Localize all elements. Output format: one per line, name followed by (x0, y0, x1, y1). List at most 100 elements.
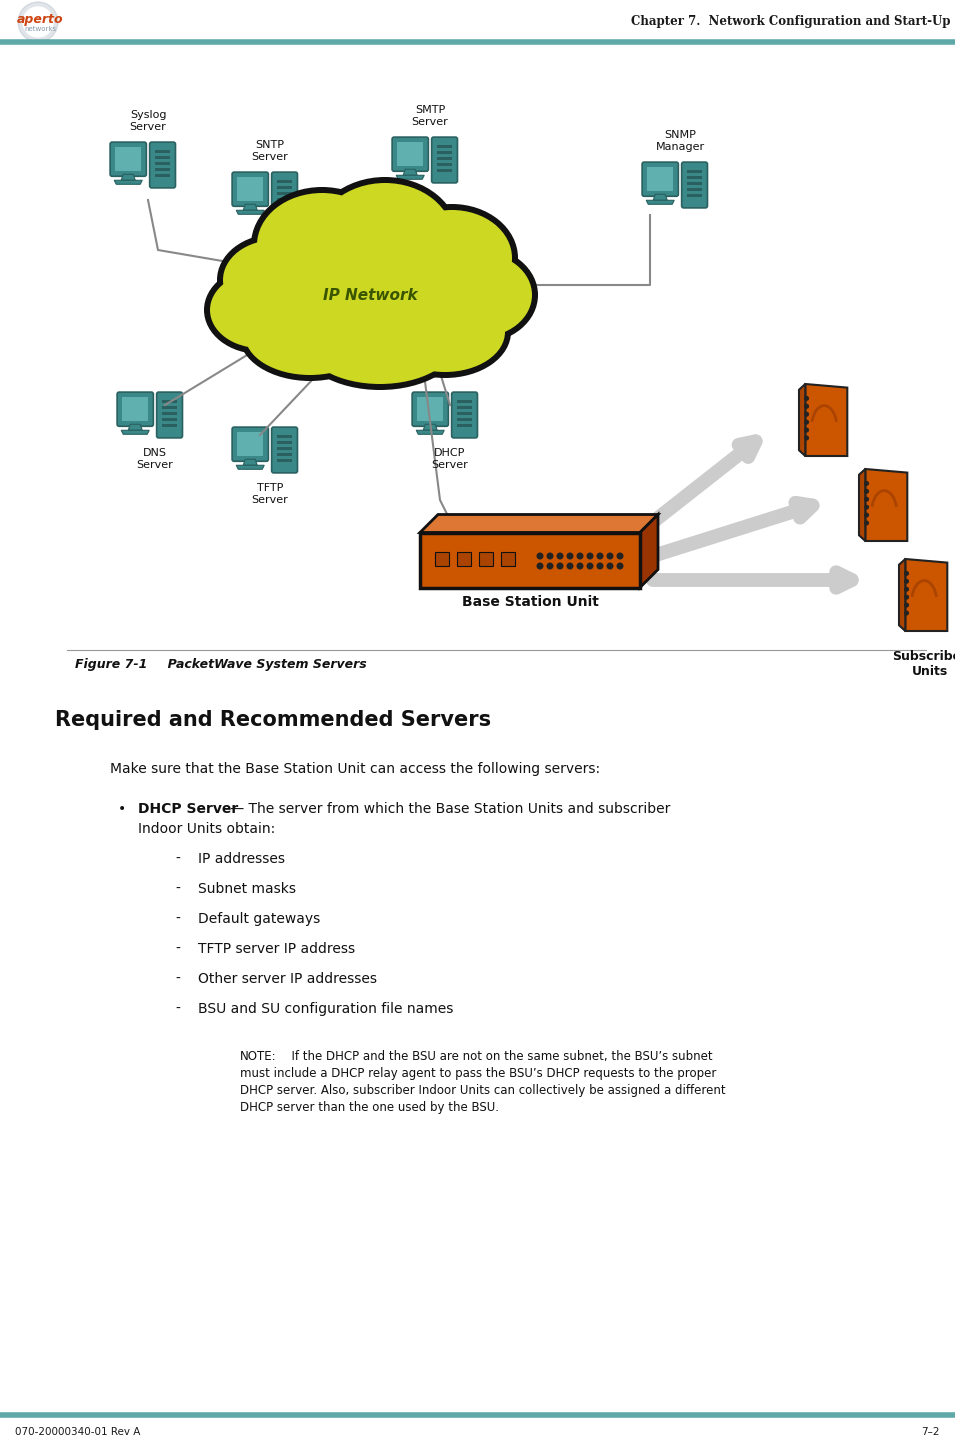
FancyBboxPatch shape (232, 427, 268, 461)
Ellipse shape (257, 193, 387, 297)
Polygon shape (640, 514, 658, 588)
Polygon shape (905, 559, 947, 631)
Circle shape (804, 436, 809, 440)
Text: •: • (118, 801, 126, 816)
Text: -: - (175, 941, 180, 956)
Ellipse shape (299, 295, 461, 390)
Ellipse shape (386, 204, 518, 312)
Circle shape (864, 490, 869, 494)
Bar (436, 169, 453, 172)
Circle shape (557, 563, 563, 569)
Text: must include a DHCP relay agent to pass the BSU’s DHCP requests to the proper: must include a DHCP relay agent to pass … (240, 1067, 716, 1080)
FancyBboxPatch shape (271, 427, 297, 472)
Polygon shape (799, 384, 805, 456)
Bar (456, 425, 473, 427)
Ellipse shape (204, 266, 316, 354)
Ellipse shape (385, 292, 505, 373)
Circle shape (537, 563, 543, 569)
Circle shape (566, 563, 574, 569)
Polygon shape (236, 465, 265, 469)
Bar (457, 552, 471, 566)
Circle shape (804, 427, 809, 433)
Text: Figure 7-1: Figure 7-1 (75, 658, 147, 671)
Text: IP addresses: IP addresses (198, 852, 285, 866)
Polygon shape (403, 169, 417, 175)
Ellipse shape (379, 286, 511, 378)
Ellipse shape (210, 271, 310, 348)
Polygon shape (653, 195, 668, 201)
Bar (277, 459, 292, 462)
Text: BSU and SU configuration file names: BSU and SU configuration file names (198, 1002, 454, 1017)
Bar (417, 397, 443, 422)
Text: Make sure that the Base Station Unit can access the following servers:: Make sure that the Base Station Unit can… (110, 762, 600, 775)
Bar (277, 180, 292, 183)
Circle shape (557, 553, 563, 559)
Bar (687, 176, 703, 179)
Circle shape (577, 553, 584, 559)
Polygon shape (121, 175, 136, 180)
Ellipse shape (217, 234, 333, 326)
Text: -: - (175, 972, 180, 986)
Bar (237, 432, 264, 456)
FancyBboxPatch shape (642, 162, 678, 196)
Bar (161, 412, 178, 414)
Ellipse shape (311, 178, 459, 299)
Bar (435, 552, 449, 566)
Bar (501, 552, 515, 566)
Polygon shape (647, 201, 674, 204)
Ellipse shape (392, 209, 512, 306)
Text: DHCP server than the one used by the BSU.: DHCP server than the one used by the BSU… (240, 1100, 499, 1113)
Circle shape (537, 553, 543, 559)
Circle shape (606, 563, 613, 569)
Text: DHCP server. Also, subscriber Indoor Units can collectively be assigned a differ: DHCP server. Also, subscriber Indoor Uni… (240, 1084, 726, 1097)
Bar (436, 157, 453, 160)
Circle shape (904, 611, 909, 615)
Ellipse shape (317, 183, 453, 293)
FancyBboxPatch shape (117, 393, 154, 426)
Ellipse shape (305, 300, 455, 384)
Circle shape (804, 396, 809, 401)
Circle shape (606, 553, 613, 559)
Text: TFTP server IP address: TFTP server IP address (198, 941, 355, 956)
Circle shape (566, 553, 574, 559)
Text: PacketWave System Servers: PacketWave System Servers (137, 658, 367, 671)
Bar (237, 178, 264, 201)
Circle shape (904, 586, 909, 592)
Text: SMTP
Server: SMTP Server (412, 105, 449, 127)
Ellipse shape (251, 188, 393, 303)
Text: DHCP
Server: DHCP Server (432, 448, 468, 469)
Bar (647, 168, 673, 191)
Polygon shape (244, 459, 257, 465)
Bar (155, 156, 171, 159)
Polygon shape (420, 514, 658, 533)
Bar (436, 152, 453, 155)
Circle shape (586, 563, 593, 569)
Circle shape (904, 595, 909, 599)
Text: -: - (175, 882, 180, 895)
Text: Syslog
Server: Syslog Server (130, 110, 166, 131)
Circle shape (904, 579, 909, 583)
Polygon shape (115, 180, 142, 185)
Text: Subscriber
Units: Subscriber Units (892, 650, 955, 679)
Polygon shape (128, 425, 142, 430)
Circle shape (864, 497, 869, 501)
Polygon shape (416, 430, 444, 435)
Circle shape (617, 553, 624, 559)
FancyBboxPatch shape (682, 162, 708, 208)
Bar (277, 435, 292, 438)
Circle shape (804, 420, 809, 425)
Bar (397, 142, 423, 166)
Text: Other server IP addresses: Other server IP addresses (198, 972, 377, 986)
Circle shape (904, 602, 909, 608)
Polygon shape (899, 559, 905, 631)
Text: -: - (175, 913, 180, 926)
Ellipse shape (245, 295, 375, 375)
FancyBboxPatch shape (413, 393, 448, 426)
Ellipse shape (223, 240, 327, 321)
Text: NOTE:: NOTE: (240, 1050, 277, 1063)
Bar (277, 204, 292, 206)
FancyBboxPatch shape (232, 172, 268, 206)
Text: 070-20000340-01 Rev A: 070-20000340-01 Rev A (15, 1427, 140, 1437)
Bar (436, 144, 453, 149)
FancyBboxPatch shape (150, 142, 176, 188)
